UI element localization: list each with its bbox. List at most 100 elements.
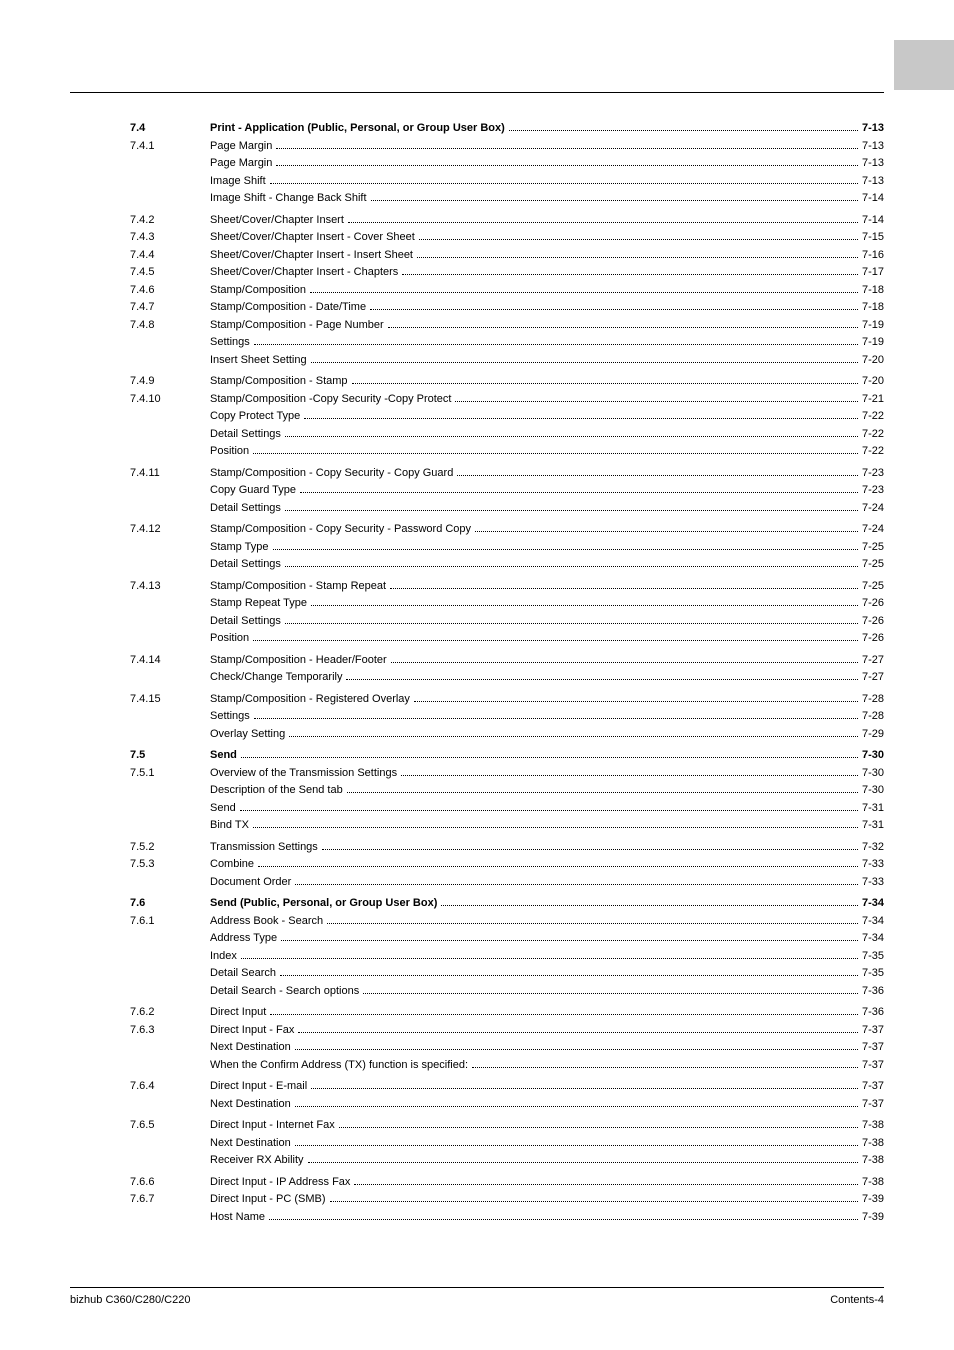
toc-row: Overlay Setting 7-29 xyxy=(130,726,884,743)
toc-title-wrap: Send (Public, Personal, or Group User Bo… xyxy=(210,895,884,912)
toc-leader-dots xyxy=(455,401,857,402)
footer-right: Contents-4 xyxy=(830,1294,884,1306)
toc-page-number: 7-14 xyxy=(862,190,884,207)
toc-row: 7.4.12Stamp/Composition - Copy Security … xyxy=(130,521,884,538)
toc-label: Sheet/Cover/Chapter Insert - Chapters xyxy=(210,264,398,281)
toc-row: 7.4.15Stamp/Composition - Registered Ove… xyxy=(130,691,884,708)
toc-leader-dots xyxy=(354,1184,858,1185)
toc-row: When the Confirm Address (TX) function i… xyxy=(130,1057,884,1074)
toc-section-number: 7.4.6 xyxy=(130,282,210,299)
toc-leader-dots xyxy=(276,165,858,166)
toc-leader-dots xyxy=(311,605,858,606)
toc-row: Next Destination 7-38 xyxy=(130,1135,884,1152)
toc-section-number: 7.5 xyxy=(130,747,210,764)
toc-label: Address Book - Search xyxy=(210,913,323,930)
toc-leader-dots xyxy=(311,1088,858,1089)
toc-page-number: 7-32 xyxy=(862,839,884,856)
toc-leader-dots xyxy=(308,1162,858,1163)
toc-leader-dots xyxy=(304,418,858,419)
toc-label: Print - Application (Public, Personal, o… xyxy=(210,120,505,137)
toc-row: 7.4.5Sheet/Cover/Chapter Insert - Chapte… xyxy=(130,264,884,281)
toc-page-number: 7-28 xyxy=(862,691,884,708)
toc-label: Bind TX xyxy=(210,817,249,834)
toc-section-number: 7.6 xyxy=(130,895,210,912)
footer: bizhub C360/C280/C220 Contents-4 xyxy=(70,1287,884,1306)
toc-title-wrap: Stamp/Composition -Copy Security -Copy P… xyxy=(210,391,884,408)
toc-page-number: 7-29 xyxy=(862,726,884,743)
toc-row: Next Destination 7-37 xyxy=(130,1039,884,1056)
toc-section-number: 7.4.5 xyxy=(130,264,210,281)
toc-leader-dots xyxy=(298,1032,858,1033)
toc-label: Detail Search xyxy=(210,965,276,982)
toc-page-number: 7-22 xyxy=(862,408,884,425)
toc-label: When the Confirm Address (TX) function i… xyxy=(210,1057,468,1074)
toc-label: Page Margin xyxy=(210,155,272,172)
header-rule xyxy=(70,92,884,93)
toc-row: Position 7-22 xyxy=(130,443,884,460)
toc-row: 7.4.4Sheet/Cover/Chapter Insert - Insert… xyxy=(130,247,884,264)
toc-row: 7.4.3Sheet/Cover/Chapter Insert - Cover … xyxy=(130,229,884,246)
toc-title-wrap: Direct Input - Fax 7-37 xyxy=(210,1022,884,1039)
toc-leader-dots xyxy=(391,662,858,663)
toc-leader-dots xyxy=(295,1145,858,1146)
toc-row: Description of the Send tab 7-30 xyxy=(130,782,884,799)
toc-page-number: 7-24 xyxy=(862,500,884,517)
toc-row: Copy Protect Type 7-22 xyxy=(130,408,884,425)
toc-label: Insert Sheet Setting xyxy=(210,352,307,369)
toc-page-number: 7-13 xyxy=(862,138,884,155)
toc-page-number: 7-27 xyxy=(862,669,884,686)
toc-leader-dots xyxy=(289,736,858,737)
toc-title-wrap: Position 7-26 xyxy=(210,630,884,647)
toc-row: Detail Search 7-35 xyxy=(130,965,884,982)
toc-row: Address Type 7-34 xyxy=(130,930,884,947)
toc-title-wrap: Copy Protect Type 7-22 xyxy=(210,408,884,425)
toc-row: 7.6.4Direct Input - E-mail 7-37 xyxy=(130,1078,884,1095)
toc-row: 7.4.2Sheet/Cover/Chapter Insert 7-14 xyxy=(130,212,884,229)
toc-row: 7.4.11Stamp/Composition - Copy Security … xyxy=(130,465,884,482)
toc-leader-dots xyxy=(370,309,858,310)
toc-label: Direct Input xyxy=(210,1004,266,1021)
toc-label: Stamp/Composition - Stamp xyxy=(210,373,348,390)
toc-row: 7.5Send 7-30 xyxy=(130,747,884,764)
toc-leader-dots xyxy=(441,905,858,906)
toc-label: Send (Public, Personal, or Group User Bo… xyxy=(210,895,437,912)
toc-page-number: 7-39 xyxy=(862,1191,884,1208)
toc-row: 7.4Print - Application (Public, Personal… xyxy=(130,120,884,137)
toc-leader-dots xyxy=(327,923,858,924)
toc-title-wrap: Combine 7-33 xyxy=(210,856,884,873)
toc-title-wrap: Overview of the Transmission Settings 7-… xyxy=(210,765,884,782)
toc-label: Direct Input - IP Address Fax xyxy=(210,1174,350,1191)
toc-title-wrap: Stamp/Composition - Page Number 7-19 xyxy=(210,317,884,334)
toc-label: Send xyxy=(210,800,236,817)
toc-title-wrap: Check/Change Temporarily 7-27 xyxy=(210,669,884,686)
toc-leader-dots xyxy=(285,436,858,437)
toc-leader-dots xyxy=(347,792,858,793)
toc-label: Next Destination xyxy=(210,1135,291,1152)
toc-row: Check/Change Temporarily 7-27 xyxy=(130,669,884,686)
toc-title-wrap: Address Type 7-34 xyxy=(210,930,884,947)
toc-label: Sheet/Cover/Chapter Insert - Cover Sheet xyxy=(210,229,415,246)
toc-label: Detail Settings xyxy=(210,613,281,630)
toc-leader-dots xyxy=(254,718,858,719)
toc-title-wrap: Stamp Repeat Type 7-26 xyxy=(210,595,884,612)
toc-leader-dots xyxy=(402,274,858,275)
toc-page-number: 7-26 xyxy=(862,630,884,647)
toc-title-wrap: Next Destination 7-37 xyxy=(210,1039,884,1056)
toc-leader-dots xyxy=(285,510,858,511)
toc-title-wrap: Stamp/Composition - Registered Overlay 7… xyxy=(210,691,884,708)
toc-page-number: 7-37 xyxy=(862,1078,884,1095)
toc-label: Description of the Send tab xyxy=(210,782,343,799)
toc-row: Send 7-31 xyxy=(130,800,884,817)
toc-label: Send xyxy=(210,747,237,764)
toc-title-wrap: Print - Application (Public, Personal, o… xyxy=(210,120,884,137)
toc-label: Stamp/Composition xyxy=(210,282,306,299)
toc-leader-dots xyxy=(457,475,858,476)
toc-label: Detail Settings xyxy=(210,556,281,573)
toc-leader-dots xyxy=(390,588,858,589)
toc-row: 7.6.6Direct Input - IP Address Fax 7-38 xyxy=(130,1174,884,1191)
page: 7.4Print - Application (Public, Personal… xyxy=(0,0,954,1350)
toc-page-number: 7-35 xyxy=(862,965,884,982)
toc-row: 7.4.13Stamp/Composition - Stamp Repeat 7… xyxy=(130,578,884,595)
toc-title-wrap: Settings 7-28 xyxy=(210,708,884,725)
toc-row: 7.4.6Stamp/Composition 7-18 xyxy=(130,282,884,299)
